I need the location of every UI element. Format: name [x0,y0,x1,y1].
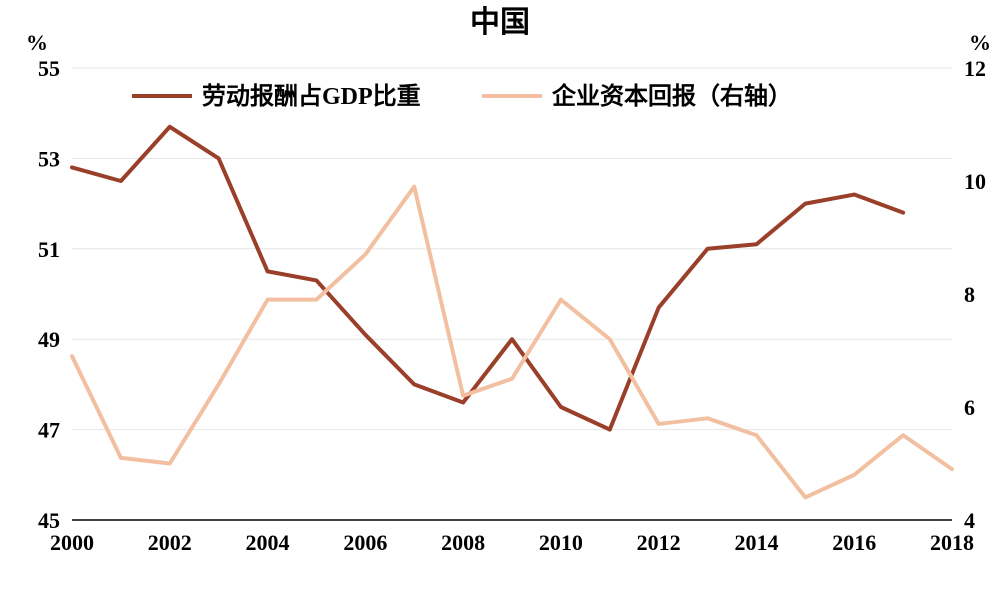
legend-label: 企业资本回报（右轴） [552,82,792,110]
y-right-tick-label: 12 [964,56,986,81]
y-right-tick-label: 6 [964,395,975,420]
y-right-tick-label: 10 [964,169,986,194]
y-left-tick-label: 49 [38,327,60,352]
y-left-tick-label: 55 [38,56,60,81]
chart-container: 中国45474951535546810122000200220042006200… [0,0,1000,591]
x-tick-label: 2002 [148,530,192,555]
y-left-tick-label: 51 [38,237,60,262]
x-tick-label: 2010 [539,530,583,555]
x-tick-label: 2000 [50,530,94,555]
series-line-0 [72,127,903,430]
x-tick-label: 2012 [637,530,681,555]
legend-label: 劳动报酬占GDP比重 [202,83,421,110]
chart-svg: 中国45474951535546810122000200220042006200… [0,0,1000,591]
y-left-label: % [26,30,48,55]
x-tick-label: 2008 [441,530,485,555]
x-tick-label: 2006 [343,530,387,555]
y-left-tick-label: 47 [38,418,60,443]
y-right-tick-label: 8 [964,282,975,307]
x-tick-label: 2014 [734,530,778,555]
x-tick-label: 2018 [930,530,974,555]
x-tick-label: 2016 [832,530,876,555]
y-left-tick-label: 53 [38,146,60,171]
chart-title: 中国 [470,6,530,39]
x-tick-label: 2004 [246,530,290,555]
y-right-label: % [969,30,991,55]
